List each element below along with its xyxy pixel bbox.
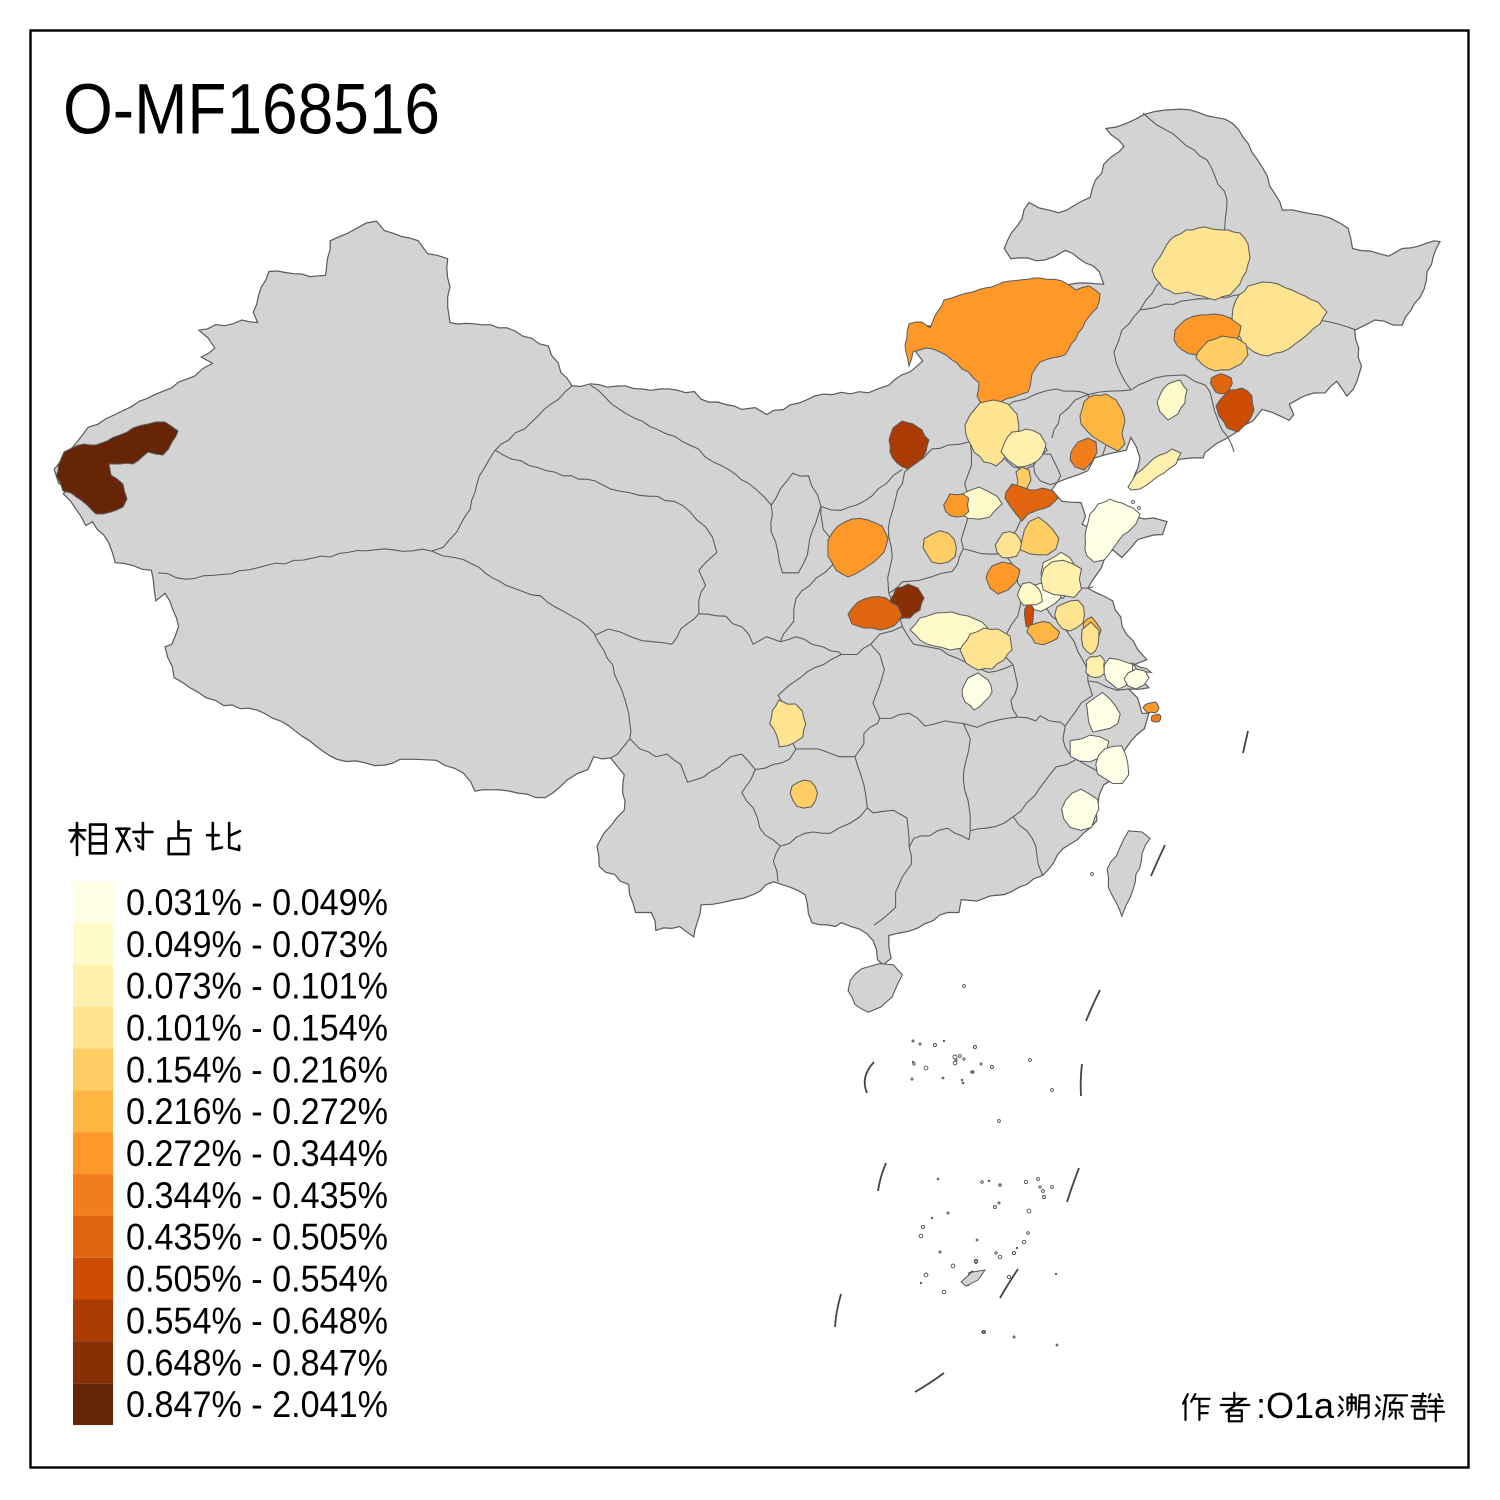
svg-text:0.344% - 0.435%: 0.344% - 0.435% bbox=[126, 1174, 388, 1216]
svg-text:0.049% - 0.073%: 0.049% - 0.073% bbox=[126, 923, 388, 965]
svg-text:0.216% - 0.272%: 0.216% - 0.272% bbox=[126, 1090, 388, 1132]
svg-text:0.554% - 0.648%: 0.554% - 0.648% bbox=[126, 1299, 388, 1341]
svg-text:O-MF168516: O-MF168516 bbox=[63, 71, 440, 150]
svg-text:0.648% - 0.847%: 0.648% - 0.847% bbox=[126, 1341, 388, 1383]
svg-text:0.101% - 0.154%: 0.101% - 0.154% bbox=[126, 1007, 388, 1049]
svg-text::O1a: :O1a bbox=[1256, 1385, 1335, 1426]
svg-text:0.847% - 2.041%: 0.847% - 2.041% bbox=[126, 1383, 388, 1425]
svg-text:0.073% - 0.101%: 0.073% - 0.101% bbox=[126, 965, 388, 1007]
svg-text:0.154% - 0.216%: 0.154% - 0.216% bbox=[126, 1048, 388, 1090]
svg-text:0.435% - 0.505%: 0.435% - 0.505% bbox=[126, 1216, 388, 1258]
svg-text:0.031% - 0.049%: 0.031% - 0.049% bbox=[126, 881, 388, 923]
svg-text:0.505% - 0.554%: 0.505% - 0.554% bbox=[126, 1258, 388, 1300]
svg-text:0.272% - 0.344%: 0.272% - 0.344% bbox=[126, 1132, 388, 1174]
